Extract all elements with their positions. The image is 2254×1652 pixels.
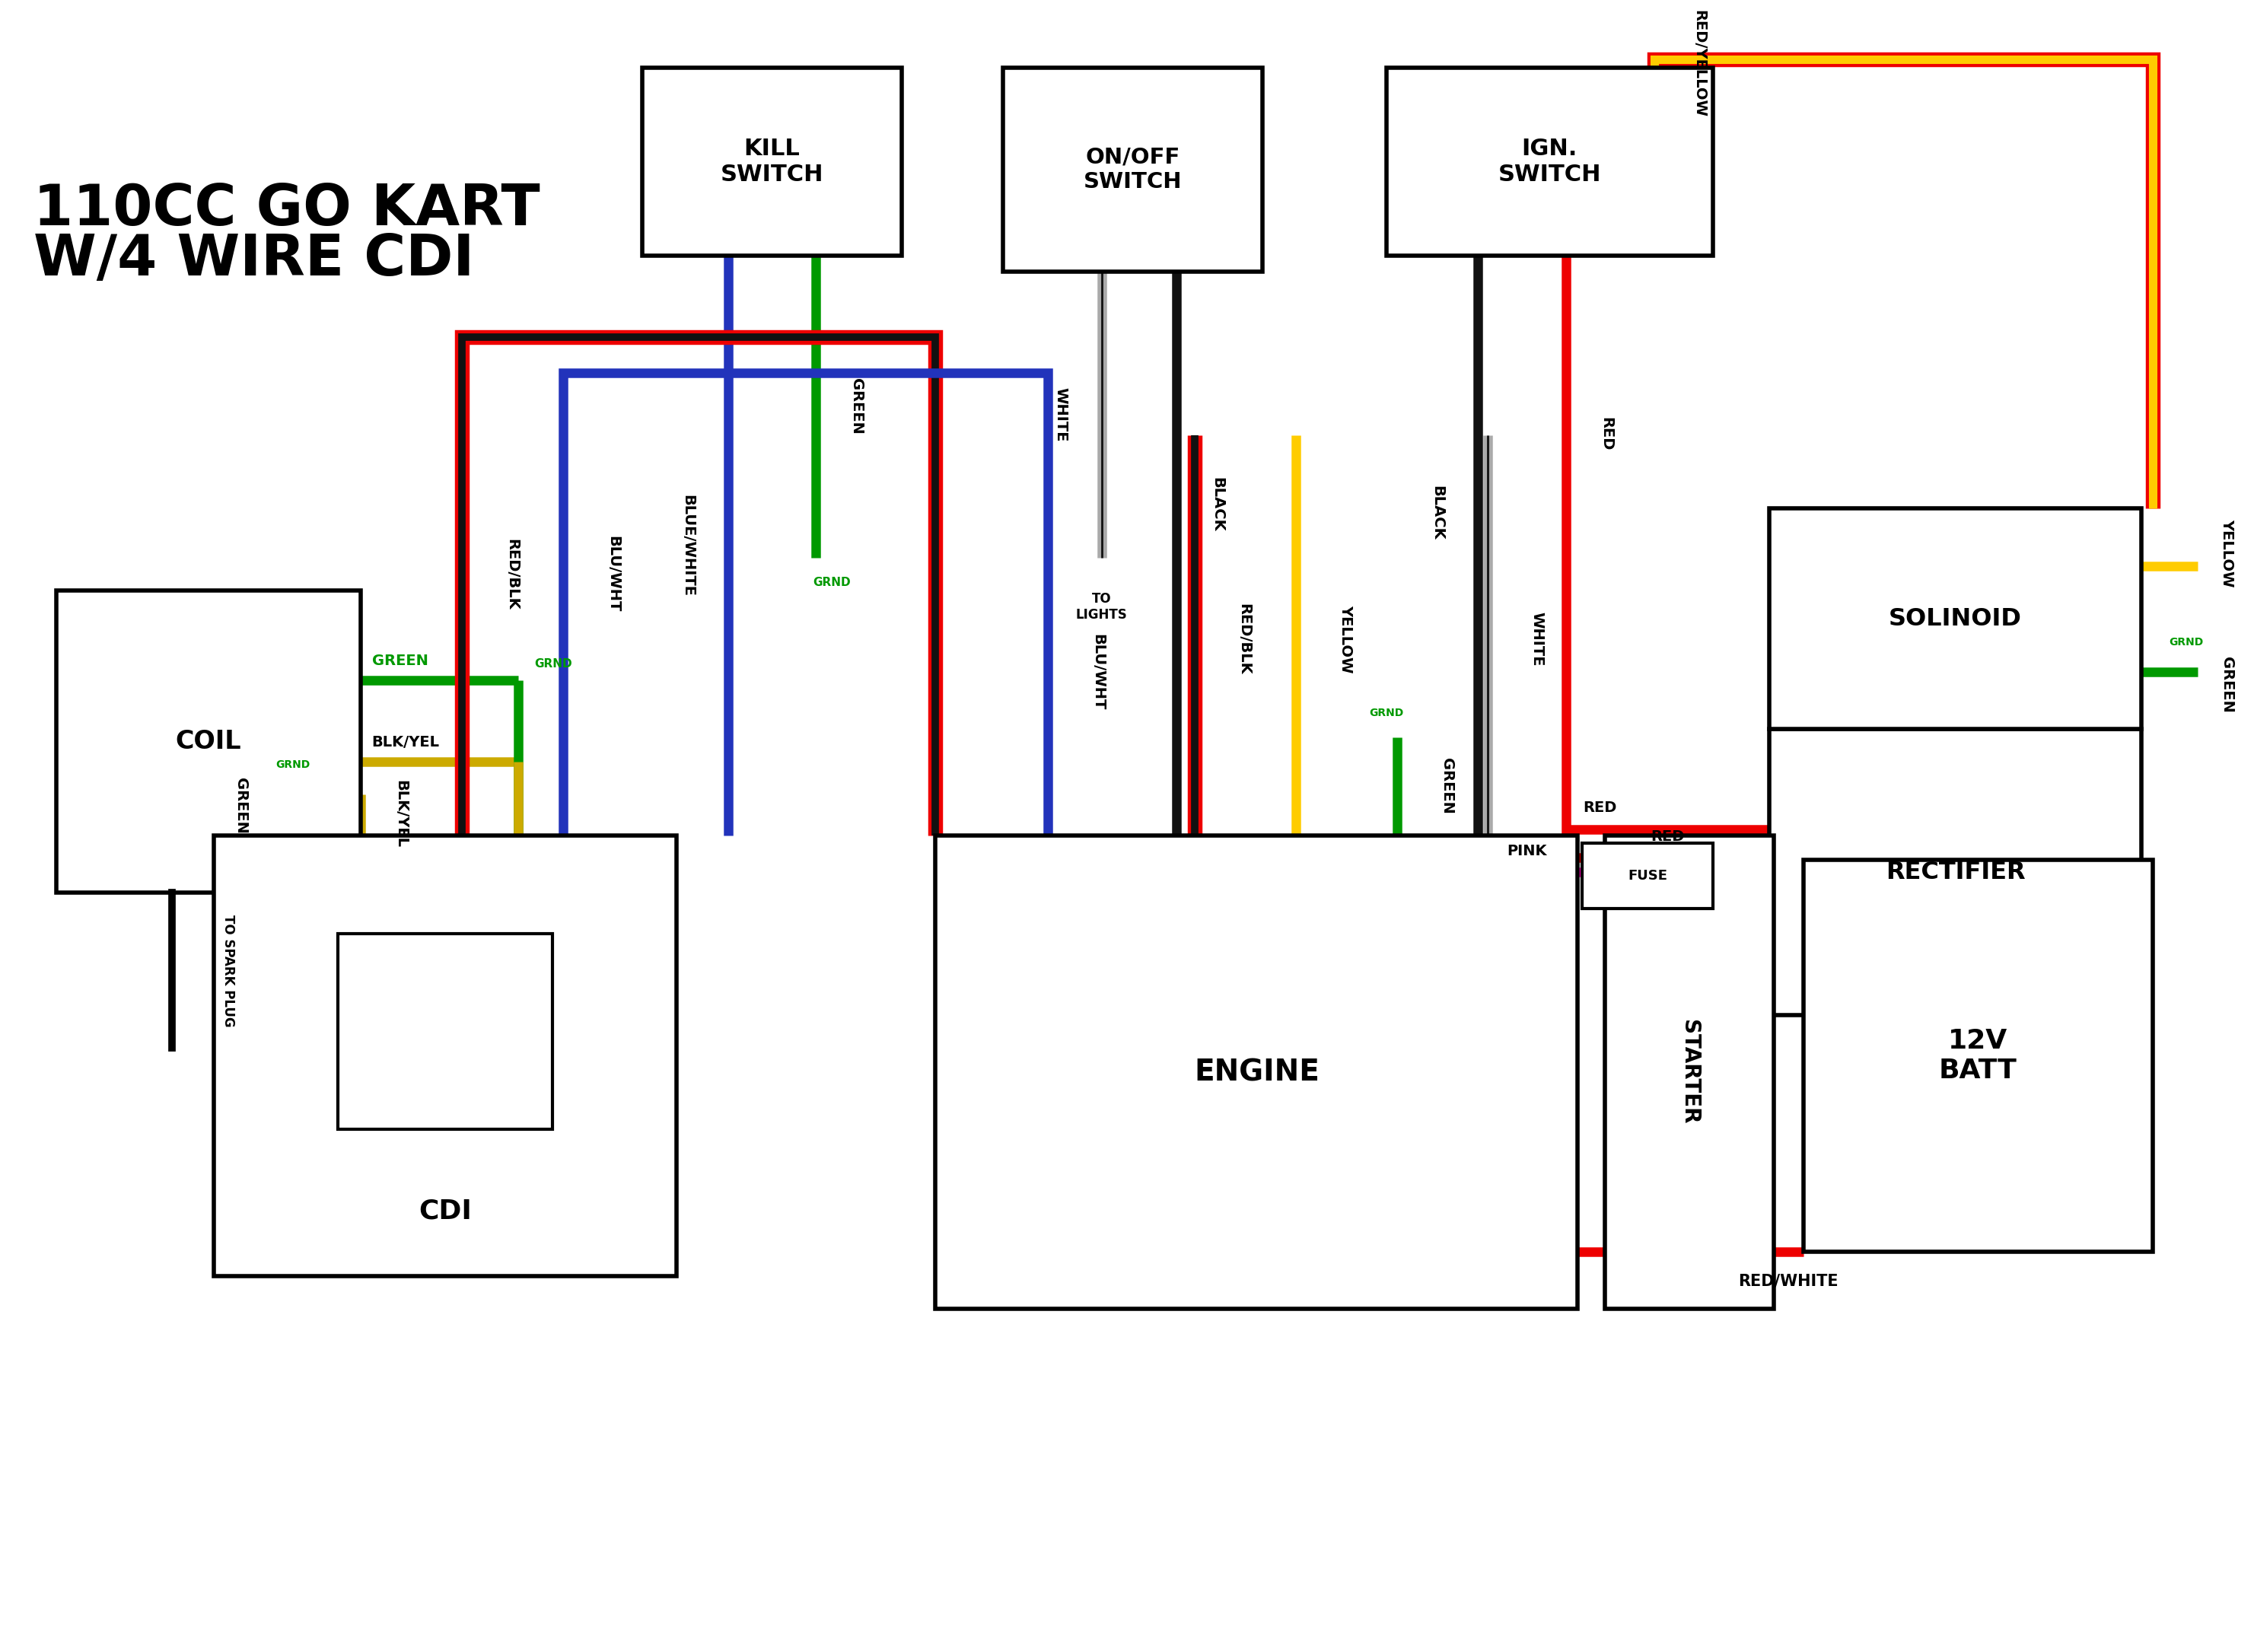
Text: RED/YELLOW: RED/YELLOW [1693, 10, 1706, 117]
Text: RECTIFIER: RECTIFIER [1887, 861, 2024, 884]
Text: 110CC GO KART
W/4 WIRE CDI: 110CC GO KART W/4 WIRE CDI [34, 182, 541, 287]
Text: GRND: GRND [2168, 638, 2204, 648]
Text: GREEN: GREEN [234, 778, 248, 834]
Bar [338, 933, 552, 1130]
Bar [214, 836, 676, 1277]
Text: WHITE: WHITE [1530, 613, 1544, 666]
Bar [1003, 68, 1262, 273]
Text: RED/WHITE: RED/WHITE [1738, 1274, 1839, 1289]
Text: IGN.
SWITCH: IGN. SWITCH [1499, 137, 1600, 185]
Bar [56, 590, 361, 892]
Text: STARTER: STARTER [1679, 1019, 1700, 1125]
Text: TO SPARK PLUG: TO SPARK PLUG [221, 915, 234, 1028]
Text: GREEN: GREEN [2220, 657, 2234, 714]
Bar [1582, 844, 1713, 909]
Text: GREEN: GREEN [372, 653, 428, 667]
Text: GRND: GRND [814, 577, 850, 588]
Bar [1605, 836, 1774, 1308]
Bar [1803, 859, 2153, 1252]
Text: ON/OFF
SWITCH: ON/OFF SWITCH [1084, 147, 1181, 193]
Bar [1769, 509, 2141, 729]
Bar [1386, 68, 1713, 256]
Text: YELLOW: YELLOW [1339, 605, 1352, 674]
Text: YELLOW: YELLOW [2220, 519, 2234, 586]
Text: GRND: GRND [1368, 707, 1404, 719]
Text: TO
LIGHTS: TO LIGHTS [1075, 591, 1127, 621]
Text: BLACK: BLACK [1210, 477, 1224, 532]
Text: PINK: PINK [1508, 844, 1546, 857]
Text: SOLINOID: SOLINOID [1889, 608, 2022, 631]
Text: BLK/YEL: BLK/YEL [372, 735, 440, 750]
Text: RED/BLK: RED/BLK [505, 539, 518, 610]
Bar [935, 836, 1578, 1308]
Text: BLU/WHT: BLU/WHT [606, 535, 620, 613]
Text: CDI: CDI [419, 1198, 471, 1224]
Text: BLU/WHT: BLU/WHT [1091, 634, 1104, 710]
Bar [1769, 729, 2141, 1014]
Bar [642, 68, 902, 256]
Text: COIL: COIL [176, 729, 241, 753]
Text: BLACK: BLACK [1429, 486, 1445, 540]
Text: ENGINE: ENGINE [1195, 1057, 1319, 1087]
Text: RED: RED [1650, 829, 1684, 844]
Text: RED/BLK: RED/BLK [1237, 603, 1251, 676]
Text: BLUE/WHITE: BLUE/WHITE [681, 494, 694, 596]
Text: GREEN: GREEN [1440, 758, 1454, 814]
Text: RED: RED [1582, 801, 1616, 814]
Text: KILL
SWITCH: KILL SWITCH [721, 137, 823, 185]
Text: GREEN: GREEN [850, 378, 863, 434]
Text: BLK/YEL: BLK/YEL [394, 780, 408, 847]
Text: FUSE: FUSE [1627, 869, 1668, 884]
Text: GRND: GRND [275, 760, 311, 770]
Text: GRND: GRND [534, 657, 573, 669]
Text: WHITE: WHITE [1053, 388, 1068, 443]
Text: 12V
BATT: 12V BATT [1938, 1028, 2017, 1084]
Text: RED: RED [1600, 418, 1614, 451]
